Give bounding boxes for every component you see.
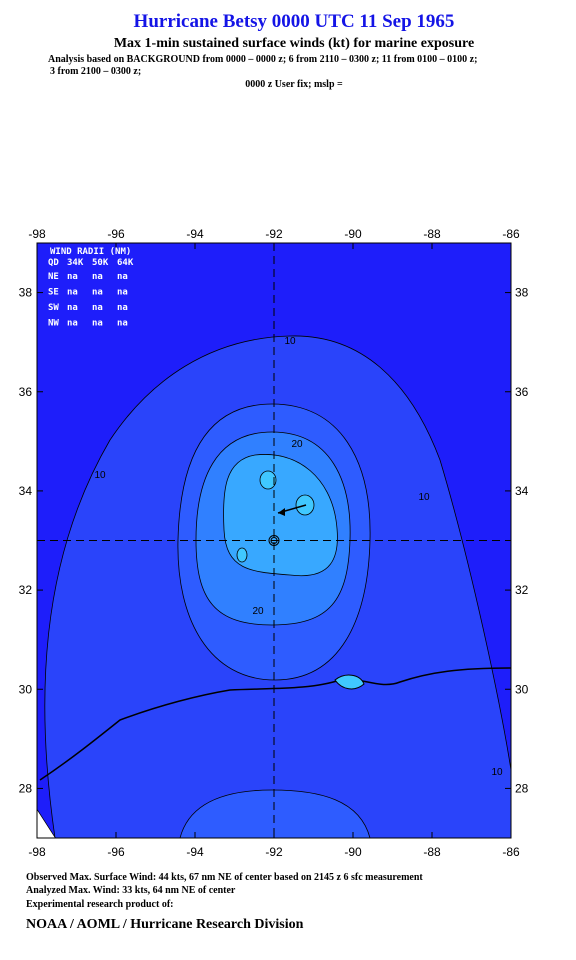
contour-label: 10 xyxy=(284,336,296,347)
lake xyxy=(334,674,365,690)
y-tick-label: 36 xyxy=(19,385,33,399)
y-tick-label: 28 xyxy=(515,781,529,795)
wind-radii-cell: NE xyxy=(48,272,59,282)
wind-radii-cell: na xyxy=(67,272,78,282)
map xyxy=(37,243,511,838)
wind-radii-cell: na xyxy=(67,288,78,298)
center-ring xyxy=(268,535,280,546)
wind-radii-cell: na xyxy=(92,303,103,313)
fix: 0000 z User fix; mslp = xyxy=(245,79,343,90)
x-tick-label: -90 xyxy=(344,227,362,241)
wind-radii-cell: na xyxy=(117,319,128,329)
wind-radii-cell: na xyxy=(117,272,128,282)
y-tick-label: 34 xyxy=(515,484,529,498)
wind-radii-header: 50K xyxy=(92,258,109,268)
x-tick-label: -88 xyxy=(423,845,441,859)
y-tick-label: 38 xyxy=(19,286,33,300)
y-tick-label: 32 xyxy=(19,583,33,597)
y-tick-label: 28 xyxy=(19,781,33,795)
wind-radii-cell: na xyxy=(117,303,128,313)
y-tick-label: 38 xyxy=(515,286,529,300)
contour-label: 20 xyxy=(252,606,264,617)
x-tick-label: -94 xyxy=(186,227,204,241)
wind-radii-header: 34K xyxy=(67,258,84,268)
wind-radii-cell: na xyxy=(92,319,103,329)
org: NOAA / AOML / Hurricane Research Divisio… xyxy=(26,917,304,932)
title: Hurricane Betsy 0000 UTC 11 Sep 1965 xyxy=(134,11,455,32)
x-tick-label: -86 xyxy=(502,845,520,859)
subtitle: Max 1-min sustained surface winds (kt) f… xyxy=(114,36,474,51)
x-tick-label: -90 xyxy=(344,845,362,859)
x-tick-label: -88 xyxy=(423,227,441,241)
contour-label: 10 xyxy=(94,470,106,481)
wind-radii-cell: NW xyxy=(48,319,59,329)
x-tick-label: -92 xyxy=(265,227,283,241)
wind-radii-cell: na xyxy=(92,288,103,298)
overlay: -98 -98 -96 -96 -94 -94 -92 -92 -90 -90 -88 -88 -86 -… xyxy=(19,227,529,859)
x-tick-label: -96 xyxy=(107,845,125,859)
y-tick-label: 32 xyxy=(515,583,529,597)
wind-radii-header: QD xyxy=(48,258,59,268)
land xyxy=(37,810,55,838)
x-tick-label: -94 xyxy=(186,845,204,859)
wind-radii-cell: na xyxy=(67,319,78,329)
wind-radii-cell: na xyxy=(117,288,128,298)
contour-30 xyxy=(259,470,277,490)
analysis-cont: 3 from 2100 – 0300 z; xyxy=(50,66,141,77)
contour-25 xyxy=(223,454,338,577)
contour-label: 20 xyxy=(291,439,303,450)
analyzed: Analyzed Max. Wind: 33 kts, 64 nm NE of … xyxy=(26,885,236,896)
observed: Observed Max. Surface Wind: 44 kts, 67 n… xyxy=(26,872,423,883)
y-tick-label: 36 xyxy=(515,385,529,399)
x-tick-label: -98 xyxy=(28,845,46,859)
y-tick-label: 30 xyxy=(19,682,33,696)
contour-south xyxy=(179,789,371,838)
x-tick-label: -86 xyxy=(502,227,520,241)
arrow-head xyxy=(278,508,285,516)
wind-radii-header: 64K xyxy=(117,258,134,268)
wind-radii-title: WIND RADII (NM) xyxy=(50,247,131,257)
wind-radii-cell: na xyxy=(92,272,103,282)
y-tick-label: 34 xyxy=(19,484,33,498)
wind-radii-cell: SW xyxy=(48,303,59,313)
contour-label: 10 xyxy=(418,492,430,503)
wind-radii-cell: SE xyxy=(48,288,59,298)
wind-radii-cell: na xyxy=(67,303,78,313)
x-tick-label: -98 xyxy=(28,227,46,241)
x-tick-label: -96 xyxy=(107,227,125,241)
center-ring xyxy=(270,537,278,544)
experimental: Experimental research product of: xyxy=(26,899,173,910)
analysis: Analysis based on BACKGROUND from 0000 –… xyxy=(48,54,477,65)
contour-30 xyxy=(236,547,248,563)
x-tick-label: -92 xyxy=(265,845,283,859)
contour-label: 10 xyxy=(491,767,503,778)
y-tick-label: 30 xyxy=(515,682,529,696)
